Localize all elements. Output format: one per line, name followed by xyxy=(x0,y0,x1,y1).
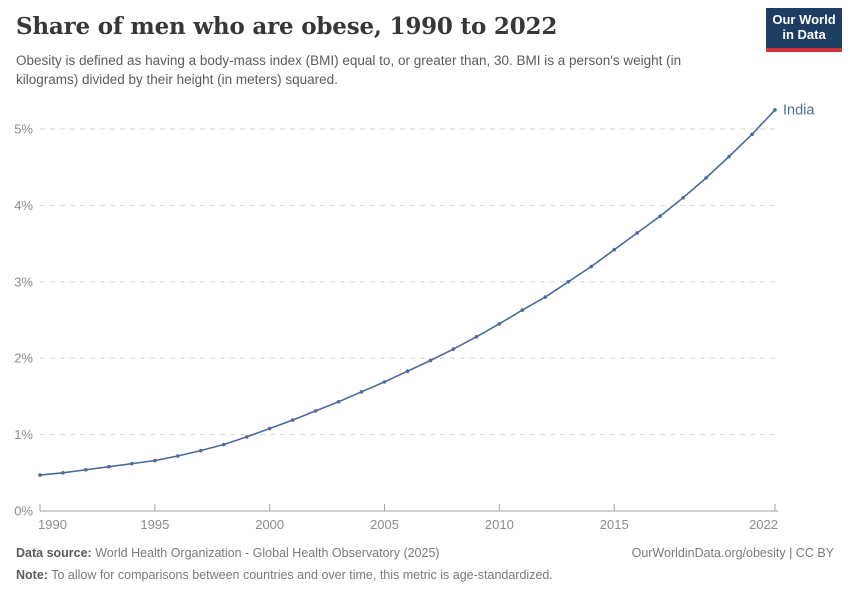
x-tick-label: 2005 xyxy=(370,517,399,532)
data-point-1992[interactable] xyxy=(84,467,88,472)
data-point-2021[interactable] xyxy=(750,132,754,137)
note-text: To allow for comparisons between countri… xyxy=(47,568,553,582)
data-point-1994[interactable] xyxy=(130,461,134,466)
data-point-2011[interactable] xyxy=(520,308,525,312)
owid-link[interactable]: OurWorldinData.org/obesity | CC BY xyxy=(631,546,834,560)
data-point-2010[interactable] xyxy=(497,322,502,326)
series-label-india[interactable]: India xyxy=(783,102,815,118)
data-point-1995[interactable] xyxy=(153,458,157,463)
india-line[interactable] xyxy=(39,109,776,476)
data-point-2004[interactable] xyxy=(359,390,364,394)
data-point-2022[interactable] xyxy=(773,108,777,112)
data-point-2020[interactable] xyxy=(727,154,731,159)
x-tick-label: 2022 xyxy=(749,517,778,532)
owid-logo-line2: in Data xyxy=(782,27,826,42)
y-tick-label: 3% xyxy=(14,274,33,289)
chart-canvas[interactable]: 0% 1% 2% 3% 4% 5% 1990 1995 2000 2005 2010 2015 2022… xyxy=(0,0,850,540)
data-point-2008[interactable] xyxy=(451,347,456,351)
x-tick-label: 1995 xyxy=(140,517,169,532)
data-source-line: Data source: World Health Organization -… xyxy=(16,546,440,560)
note-label: Note: xyxy=(16,568,48,582)
y-tick-label: 1% xyxy=(14,427,33,442)
y-tick-label: 4% xyxy=(14,198,33,213)
data-point-2007[interactable] xyxy=(428,358,433,363)
data-point-2014[interactable] xyxy=(589,264,594,269)
data-point-2018[interactable] xyxy=(681,195,685,200)
data-point-1997[interactable] xyxy=(198,448,203,453)
data-point-2005[interactable] xyxy=(382,380,387,384)
data-point-2001[interactable] xyxy=(290,418,295,422)
data-point-1991[interactable] xyxy=(61,471,65,475)
data-point-2000[interactable] xyxy=(267,426,272,431)
data-point-2009[interactable] xyxy=(474,335,479,339)
data-point-2015[interactable] xyxy=(612,247,617,252)
y-tick-label: 2% xyxy=(14,351,33,366)
x-tick-label: 2010 xyxy=(485,517,514,532)
note-line: Note: To allow for comparisons between c… xyxy=(16,568,834,582)
data-point-2017[interactable] xyxy=(658,214,662,218)
data-point-2019[interactable] xyxy=(704,176,708,180)
owid-logo[interactable]: Our World in Data xyxy=(766,8,842,52)
x-tick-label: 2000 xyxy=(255,517,284,532)
x-tick-label: 2015 xyxy=(600,517,629,532)
owid-logo-line1: Our World xyxy=(772,12,836,28)
data-point-2002[interactable] xyxy=(313,409,318,413)
data-point-2012[interactable] xyxy=(543,295,548,299)
y-tick-label: 0% xyxy=(14,504,33,519)
data-point-2016[interactable] xyxy=(635,231,639,235)
data-point-1999[interactable] xyxy=(244,435,249,439)
data-point-2013[interactable] xyxy=(566,280,571,284)
data-source-text: World Health Organization - Global Healt… xyxy=(91,546,440,560)
data-point-1998[interactable] xyxy=(221,442,226,447)
x-tick-label: 1990 xyxy=(38,517,67,532)
chart-subtitle: Obesity is defined as having a body-mass… xyxy=(16,53,682,88)
data-point-1993[interactable] xyxy=(107,464,111,469)
data-source-label: Data source: xyxy=(16,546,92,560)
y-tick-label: 5% xyxy=(14,122,33,137)
data-point-1996[interactable] xyxy=(176,454,180,458)
page-title: Share of men who are obese, 1990 to 2022 xyxy=(16,13,558,40)
data-point-1990[interactable] xyxy=(38,473,42,477)
data-point-2003[interactable] xyxy=(336,399,341,404)
data-point-2006[interactable] xyxy=(405,369,410,373)
chart-footer: Data source: World Health Organization -… xyxy=(16,546,834,582)
